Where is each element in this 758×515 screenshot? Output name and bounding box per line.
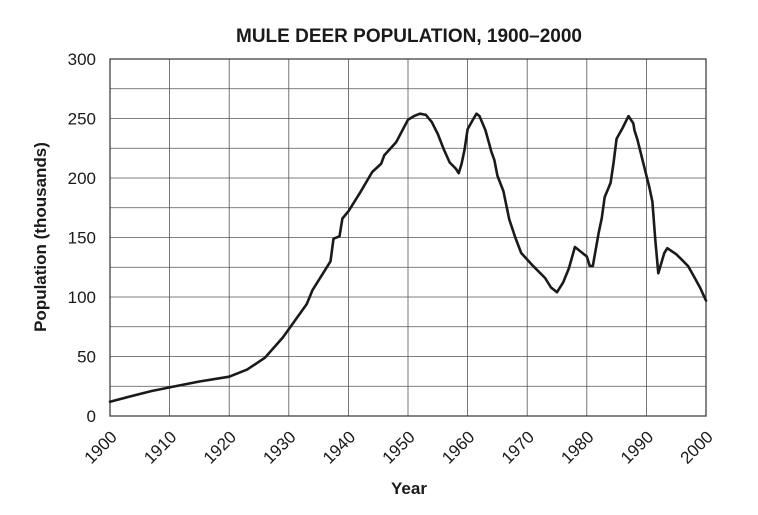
x-tick-label: 2000 [677, 427, 717, 467]
x-tick-label: 1980 [557, 427, 597, 467]
x-axis-ticks: 1900 1910 1920 1930 1940 1950 1960 1970 1980 1990… [81, 427, 717, 467]
x-tick-label: 1960 [438, 427, 478, 467]
x-tick-label: 1970 [498, 427, 538, 467]
x-tick-label: 1930 [259, 427, 299, 467]
x-tick-label: 1990 [617, 427, 657, 467]
y-tick-label: 0 [87, 407, 96, 426]
series-line-mule-deer-population [108, 112, 708, 403]
y-tick-label: 300 [68, 50, 96, 69]
gridlines [109, 58, 707, 417]
x-tick-label: 1920 [200, 427, 240, 467]
x-axis-label: Year [391, 479, 427, 498]
y-tick-label: 200 [68, 169, 96, 188]
y-tick-label: 250 [68, 110, 96, 129]
y-tick-label: 150 [68, 229, 96, 248]
y-tick-label: 100 [68, 288, 96, 307]
x-tick-label: 1940 [319, 427, 359, 467]
x-tick-label: 1900 [81, 427, 121, 467]
y-axis-label: Population (thousands) [31, 142, 50, 332]
chart-title: MULE DEER POPULATION, 1900–2000 [236, 26, 582, 47]
plot-frame [109, 58, 707, 417]
x-tick-label: 1950 [379, 427, 419, 467]
y-tick-label: 50 [77, 348, 96, 367]
y-axis-ticks: 0 50 100 150 200 250 300 [68, 50, 96, 426]
x-tick-label: 1910 [140, 427, 180, 467]
